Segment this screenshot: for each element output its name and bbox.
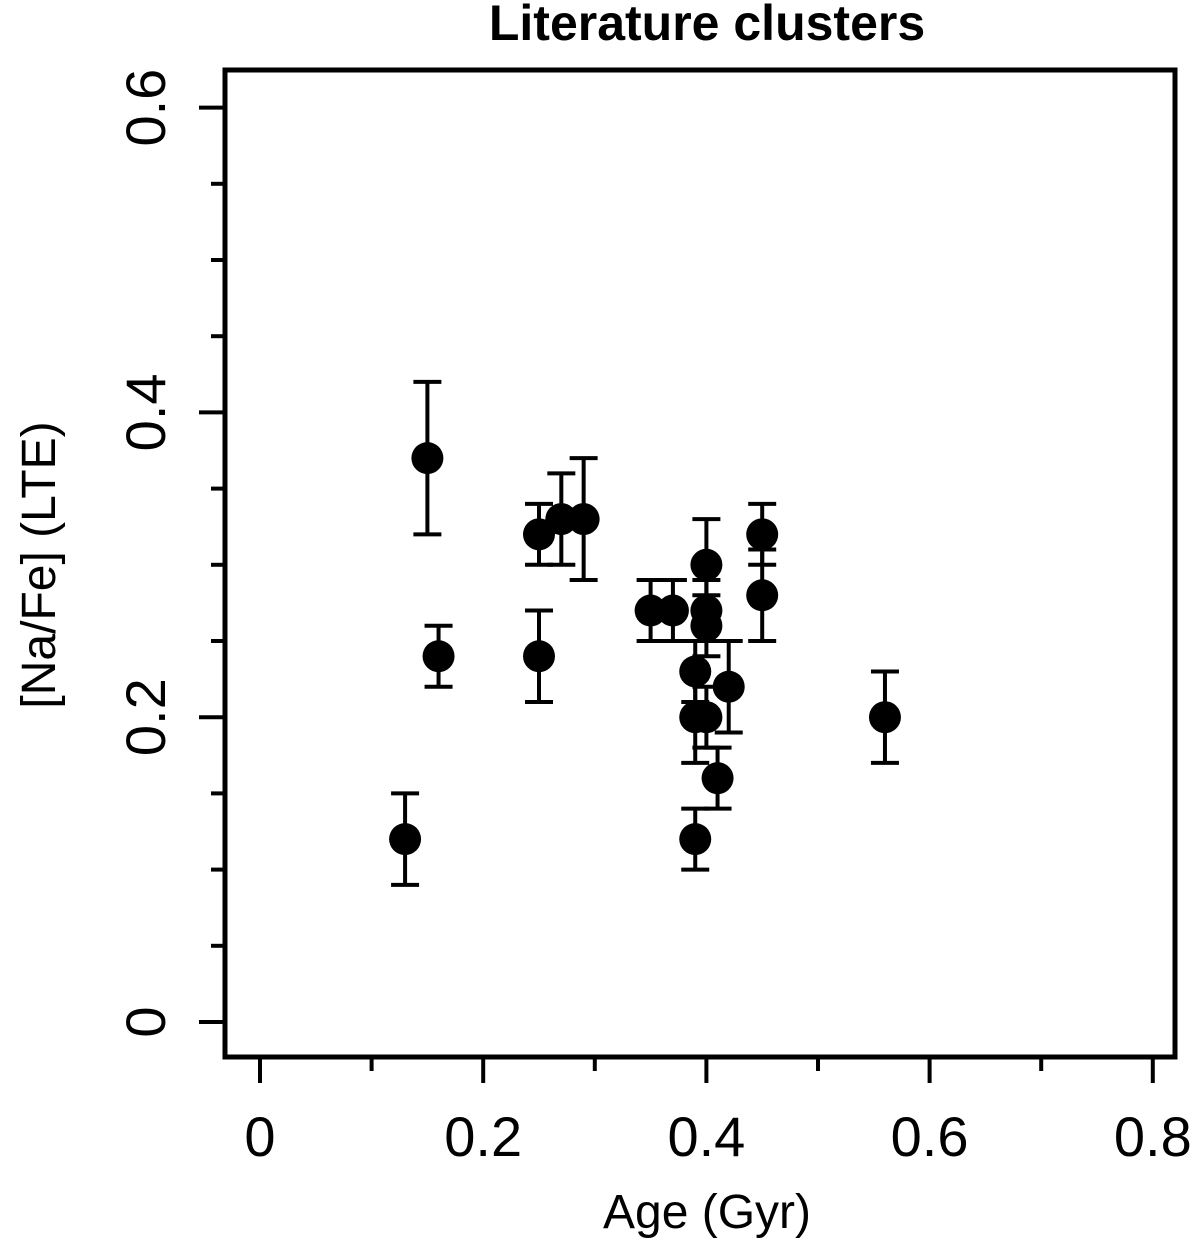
marker — [422, 640, 455, 673]
x-tick-label: 0.8 — [1114, 1105, 1192, 1168]
data-point — [679, 806, 712, 872]
marker — [523, 518, 555, 551]
data-point — [389, 791, 422, 887]
y-axis: 0 0.2 0.4 0.6 — [114, 69, 225, 1038]
marker — [389, 823, 422, 856]
data-point — [712, 639, 745, 735]
x-tick-label: 0.2 — [444, 1105, 522, 1168]
data-point — [422, 623, 455, 689]
marker — [690, 609, 723, 642]
marker — [567, 503, 600, 536]
marker — [712, 670, 745, 703]
marker — [868, 701, 901, 734]
y-tick-label: 0.6 — [114, 69, 177, 147]
y-axis-label: [Na/Fe] (LTE) — [13, 421, 66, 708]
marker — [634, 594, 667, 627]
marker — [690, 548, 723, 581]
marker — [523, 640, 555, 673]
x-tick-label: 0.4 — [667, 1105, 745, 1168]
y-tick-label: 0.4 — [114, 373, 177, 451]
marker — [746, 518, 779, 551]
data-point — [690, 593, 723, 659]
marker — [411, 442, 444, 475]
chart-title: Literature clusters — [489, 0, 925, 51]
data-point — [701, 745, 734, 811]
x-axis: 0 0.2 0.4 0.6 0.8 — [244, 1057, 1192, 1168]
marker — [746, 579, 779, 612]
y-tick-label: 0.2 — [114, 678, 177, 756]
marker — [690, 701, 723, 734]
marker — [656, 594, 689, 627]
data-point — [545, 471, 578, 567]
x-tick-label: 0 — [244, 1105, 275, 1168]
data-point — [411, 379, 444, 537]
marker — [701, 762, 734, 795]
data-point — [656, 578, 689, 643]
data-point — [868, 669, 901, 765]
data-points — [389, 379, 901, 887]
marker — [545, 503, 578, 536]
y-tick-label: 0 — [114, 1006, 177, 1037]
x-tick-label: 0.6 — [891, 1105, 969, 1168]
data-point — [523, 501, 555, 567]
marker — [679, 823, 712, 856]
data-point — [523, 608, 555, 704]
data-point — [567, 456, 600, 583]
data-point — [746, 547, 779, 643]
x-axis-label: Age (Gyr) — [603, 1186, 811, 1239]
